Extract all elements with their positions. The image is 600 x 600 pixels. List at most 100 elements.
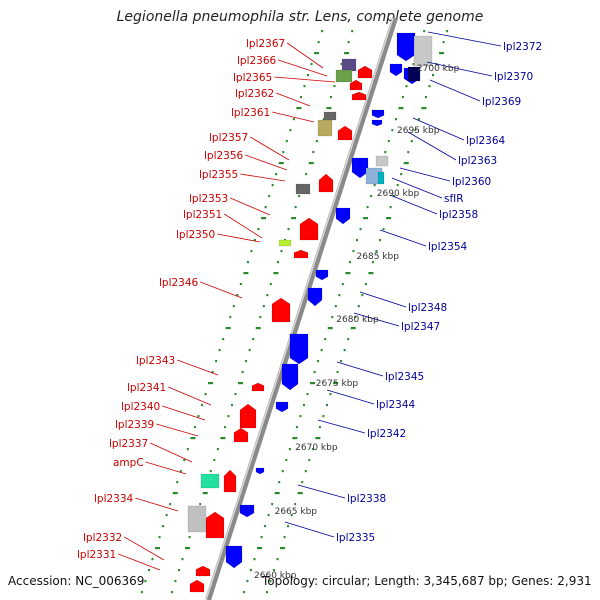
- reverse-gene-feature: [307, 287, 323, 307]
- tick-dot: [359, 228, 362, 231]
- tick-dot: [155, 547, 161, 550]
- tick-dot: [220, 437, 226, 440]
- right-label-connector: [407, 131, 457, 161]
- forward-gene-feature: [223, 469, 237, 493]
- tick-dot: [329, 393, 332, 396]
- tick-dot: [322, 118, 325, 121]
- reverse-gene-feature: [225, 545, 243, 569]
- tick-dot: [386, 217, 392, 220]
- tick-dot: [249, 569, 252, 572]
- tick-dot: [193, 426, 196, 429]
- left-gene-label: lpl2346: [159, 277, 199, 289]
- tick-dot: [343, 349, 346, 352]
- forward-gene-feature: [189, 579, 205, 593]
- left-gene-label: lpl2340: [121, 401, 160, 413]
- tick-dot: [329, 96, 332, 99]
- gene-feature-box: [323, 111, 337, 121]
- tick-dot: [318, 426, 321, 429]
- tick-dot: [190, 437, 196, 440]
- tick-dot: [242, 591, 245, 594]
- right-label-connector: [426, 61, 493, 77]
- tick-dot: [283, 536, 286, 539]
- tick-dot: [355, 239, 358, 242]
- scale-label: 2685 kbp: [357, 252, 400, 262]
- tick-dot: [414, 129, 417, 132]
- tick-dot: [294, 503, 297, 506]
- left-label-connector: [135, 497, 179, 512]
- tick-dot: [232, 305, 235, 308]
- tick-dot: [278, 162, 284, 165]
- right-gene-label: lpl2370: [494, 71, 533, 83]
- tick-dot: [204, 393, 207, 396]
- tick-dot: [333, 382, 339, 385]
- tick-dot: [446, 30, 449, 33]
- gene-feature-box: [375, 155, 389, 167]
- right-gene-label: lpl2354: [428, 241, 468, 253]
- tick-dot: [296, 107, 302, 110]
- scale-label: 2660 kbp: [254, 571, 297, 581]
- tick-dot: [304, 470, 307, 473]
- tick-dot: [347, 338, 350, 341]
- tick-dot: [265, 591, 268, 594]
- tick-dot: [246, 580, 249, 583]
- tick-dot: [400, 173, 403, 176]
- tick-dot: [382, 228, 385, 231]
- tick-dot: [344, 52, 350, 55]
- tick-dot: [179, 470, 182, 473]
- left-label-connector: [250, 136, 290, 161]
- tick-dot: [352, 250, 355, 253]
- tick-dot: [241, 371, 244, 374]
- tick-dot: [177, 569, 180, 572]
- left-label-connector: [200, 281, 243, 299]
- tick-dot: [290, 514, 293, 517]
- left-label-connector: [124, 536, 165, 561]
- tick-dot: [276, 261, 279, 264]
- left-gene-label: lpl2362: [235, 88, 274, 100]
- tick-dot: [186, 448, 189, 451]
- tick-dot: [162, 525, 165, 528]
- tick-dot: [363, 217, 369, 220]
- tick-dot: [421, 107, 427, 110]
- reverse-gene-feature: [239, 504, 255, 518]
- forward-gene-feature: [233, 427, 249, 443]
- left-label-connector: [162, 405, 206, 421]
- tick-dot: [183, 459, 186, 462]
- tick-dot: [298, 195, 301, 198]
- tick-dot: [305, 173, 308, 176]
- tick-dot: [340, 63, 343, 66]
- tick-dot: [185, 547, 191, 550]
- tick-dot: [375, 250, 378, 253]
- tick-dot: [238, 382, 244, 385]
- tick-dot: [432, 74, 435, 77]
- tick-dot: [230, 404, 233, 407]
- reverse-gene-feature: [289, 333, 309, 365]
- tick-dot: [253, 558, 256, 561]
- tick-dot: [200, 404, 203, 407]
- tick-dot: [313, 371, 316, 374]
- left-label-connector: [272, 111, 315, 123]
- tick-dot: [294, 206, 297, 209]
- left-gene-label: ampC: [113, 457, 144, 469]
- right-label-connector: [391, 177, 443, 199]
- forward-gene-feature: [293, 249, 309, 259]
- scale-label: 2665 kbp: [275, 507, 318, 517]
- tick-dot: [188, 536, 191, 539]
- reverse-gene-feature: [315, 269, 329, 281]
- tick-dot: [394, 118, 397, 121]
- left-label-connector: [150, 442, 193, 463]
- tick-dot: [281, 470, 284, 473]
- right-gene-label: lpl2372: [503, 41, 542, 53]
- accession-text: Accession: NC_006369: [8, 574, 145, 588]
- tick-dot: [417, 118, 420, 121]
- tick-dot: [428, 85, 431, 88]
- tick-dot: [317, 360, 320, 363]
- tick-dot: [308, 459, 311, 462]
- forward-gene-feature: [351, 91, 367, 101]
- tick-dot: [301, 481, 304, 484]
- forward-gene-feature: [299, 217, 319, 241]
- left-gene-label: lpl2356: [204, 150, 244, 162]
- left-gene-label: lpl2355: [199, 169, 238, 181]
- tick-dot: [170, 591, 173, 594]
- tick-dot: [261, 217, 267, 220]
- scale-label: 2700 kbp: [417, 64, 460, 74]
